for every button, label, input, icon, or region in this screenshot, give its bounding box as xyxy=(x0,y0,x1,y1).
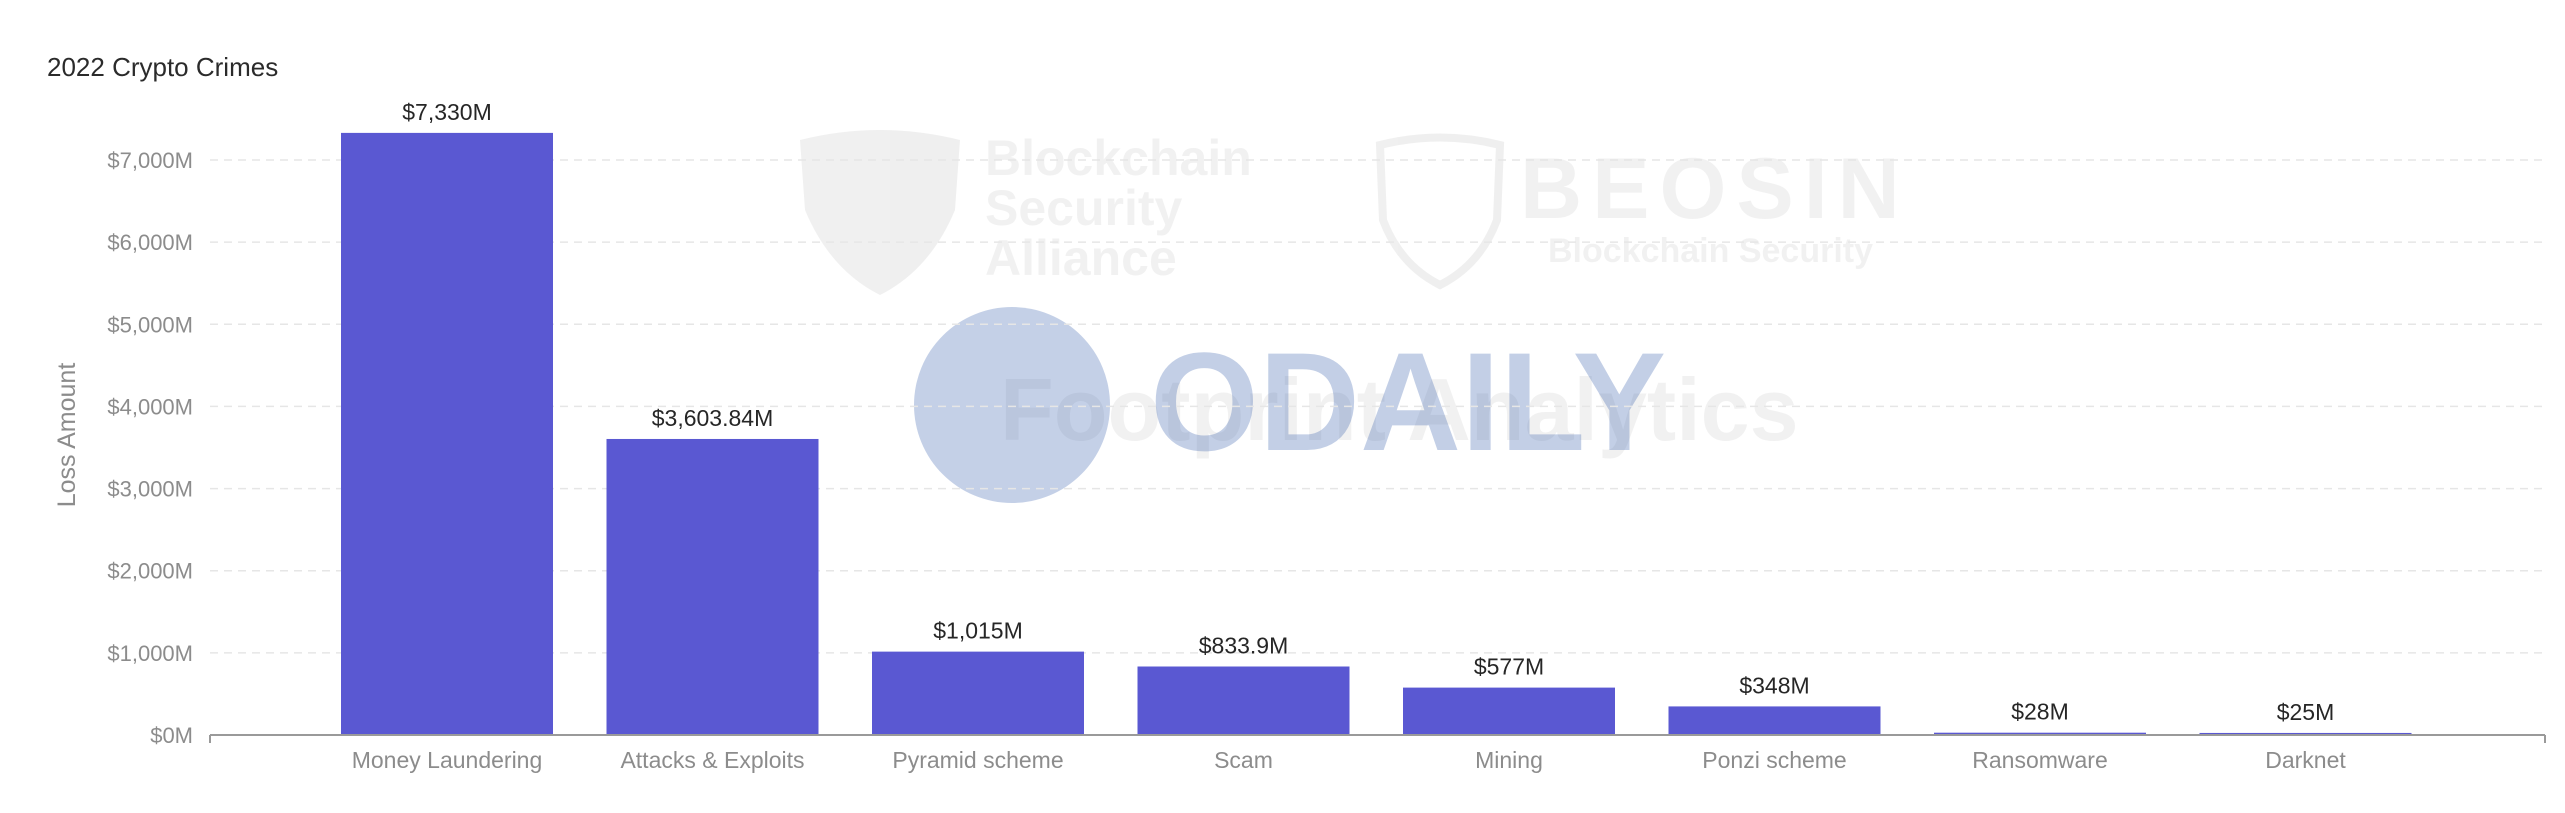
data-label: $833.9M xyxy=(1199,633,1289,659)
odaily-logo-icon xyxy=(914,307,1110,503)
x-tick-label: Scam xyxy=(1214,747,1273,773)
x-tick-label: Pyramid scheme xyxy=(892,747,1063,773)
watermark-layer: Blockchain Security Alliance BEOSIN Bloc… xyxy=(800,130,1910,459)
watermark-bsa-line3: Alliance xyxy=(985,230,1177,286)
bsa-shield-icon xyxy=(800,130,960,295)
bar xyxy=(1934,732,2146,735)
bars xyxy=(341,132,2412,736)
bar xyxy=(606,438,819,735)
gridlines xyxy=(210,159,2545,654)
y-tick-label: $3,000M xyxy=(107,477,193,502)
y-tick-label: $6,000M xyxy=(107,230,193,255)
beosin-shield-icon xyxy=(1375,133,1505,290)
y-tick-label: $4,000M xyxy=(107,394,193,419)
bar xyxy=(1668,706,1881,735)
x-tick-label: Darknet xyxy=(2265,747,2346,773)
y-axis-label: Loss Amount xyxy=(53,363,81,508)
y-tick-label: $0M xyxy=(150,723,193,748)
data-label: $348M xyxy=(1739,672,1809,698)
bar xyxy=(2199,732,2412,735)
bar xyxy=(1137,666,1350,735)
data-label: $577M xyxy=(1474,654,1544,680)
bar xyxy=(1403,687,1615,735)
watermark-beosin-sub: Blockchain Security xyxy=(1548,232,1873,270)
data-label: $1,015M xyxy=(933,618,1023,644)
y-tick-label: $7,000M xyxy=(107,148,193,173)
data-label: $28M xyxy=(2011,699,2069,725)
x-tick-label: Ransomware xyxy=(1972,747,2108,773)
x-axis-ticks: Money Laundering Attacks & Exploits Pyrami… xyxy=(209,735,2546,773)
x-tick-label: Money Laundering xyxy=(352,747,543,773)
data-label: $7,330M xyxy=(402,99,492,125)
watermark-bsa-line1: Blockchain xyxy=(985,130,1252,186)
watermark-footprint: Footprint Analytics xyxy=(1000,360,1799,459)
x-tick-label: Attacks & Exploits xyxy=(620,747,804,773)
y-tick-label: $2,000M xyxy=(107,559,193,584)
odaily-watermark: ODAILY xyxy=(914,307,1666,503)
watermark-beosin: BEOSIN xyxy=(1520,141,1910,237)
bar xyxy=(341,132,553,736)
y-axis-ticks: $0M $1,000M $2,000M $3,000M $4,000M $5,000M $6… xyxy=(107,148,193,748)
watermark-odaily: ODAILY xyxy=(1150,323,1666,480)
data-labels: $7,330M $3,603.84M $1,015M $833.9M $577M $348… xyxy=(402,99,2334,725)
bar xyxy=(872,651,1084,735)
x-tick-label: Ponzi scheme xyxy=(1702,747,1846,773)
chart-title: 2022 Crypto Crimes xyxy=(47,52,279,82)
y-tick-label: $1,000M xyxy=(107,641,193,666)
watermark-bsa-line2: Security xyxy=(985,180,1183,236)
data-label: $3,603.84M xyxy=(652,405,773,431)
data-label: $25M xyxy=(2277,699,2335,725)
x-tick-label: Mining xyxy=(1475,747,1543,773)
y-tick-label: $5,000M xyxy=(107,312,193,337)
